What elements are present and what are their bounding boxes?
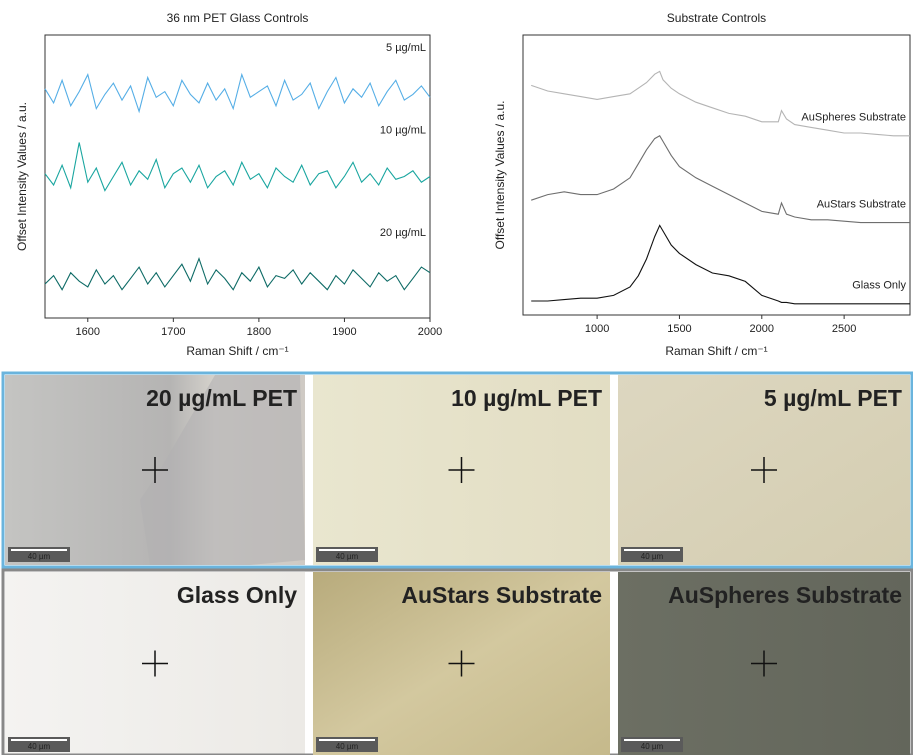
- panel-label: Glass Only: [177, 582, 297, 608]
- row-border: [1, 568, 913, 755]
- panel-label: 10 µg/mL PET: [451, 385, 602, 411]
- series-line: [531, 70, 910, 137]
- scale-bar-label: 40 µm: [28, 742, 51, 751]
- series-label: AuSpheres Substrate: [801, 112, 906, 124]
- panel-label: 5 µg/mL PET: [764, 385, 902, 411]
- series-line: [531, 135, 910, 224]
- x-axis-label: Raman Shift / cm⁻¹: [186, 344, 288, 358]
- series-label: 10 µg/mL: [380, 124, 426, 136]
- film-edge: [140, 375, 305, 565]
- x-axis-label: Raman Shift / cm⁻¹: [665, 344, 767, 358]
- y-axis-label: Offset Intensity Values / a.u.: [15, 102, 29, 251]
- x-tick-label: 1500: [667, 323, 691, 335]
- scale-bar-label: 40 µm: [641, 742, 664, 751]
- series-line: [44, 256, 431, 291]
- plot-frame: [522, 34, 911, 316]
- scale-bar-label: 40 µm: [336, 742, 359, 751]
- scale-bar-label: 40 µm: [28, 552, 51, 561]
- x-tick-label: 2000: [418, 326, 442, 338]
- series-line: [44, 72, 431, 114]
- series-line: [44, 142, 431, 192]
- series-label: Glass Only: [852, 280, 906, 292]
- panel-label: AuStars Substrate: [401, 582, 602, 608]
- x-tick-label: 2500: [832, 323, 856, 335]
- series-label: 20 µg/mL: [380, 227, 426, 239]
- x-tick-label: 2000: [750, 323, 774, 335]
- series-line: [531, 224, 910, 305]
- chart-title: 36 nm PET Glass Controls: [167, 11, 309, 25]
- panel-label: AuSpheres Substrate: [668, 582, 902, 608]
- panel-label: 20 µg/mL PET: [146, 385, 297, 411]
- x-tick-label: 1800: [247, 326, 271, 338]
- series-label: 5 µg/mL: [386, 42, 426, 54]
- x-tick-label: 1700: [161, 326, 185, 338]
- scale-bar-label: 40 µm: [336, 552, 359, 561]
- series-label: AuStars Substrate: [817, 199, 906, 211]
- x-tick-label: 1900: [332, 326, 356, 338]
- scale-bar-label: 40 µm: [641, 552, 664, 561]
- chart-title: Substrate Controls: [667, 11, 766, 25]
- x-tick-label: 1600: [76, 326, 100, 338]
- x-tick-label: 1000: [585, 323, 609, 335]
- row-border: [1, 371, 913, 569]
- y-axis-label: Offset Intensity Values / a.u.: [493, 101, 507, 250]
